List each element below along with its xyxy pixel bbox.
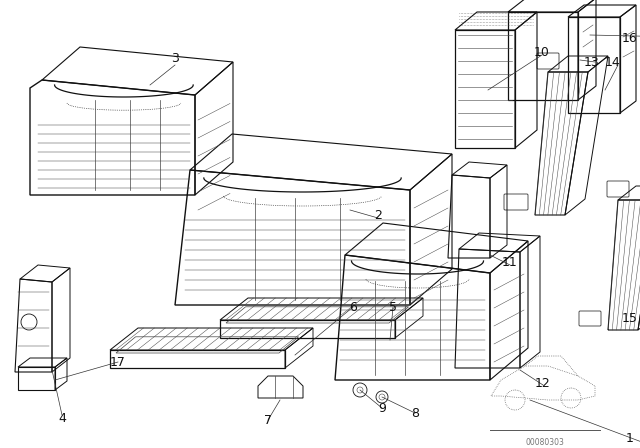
Text: 2: 2 <box>374 208 382 221</box>
Text: 16: 16 <box>622 31 638 44</box>
Text: 00080303: 00080303 <box>525 438 564 447</box>
Text: 3: 3 <box>171 52 179 65</box>
Text: 7: 7 <box>264 414 272 426</box>
Text: 11: 11 <box>502 255 518 268</box>
Text: 15: 15 <box>622 311 638 324</box>
Text: 10: 10 <box>534 46 550 59</box>
Text: 8: 8 <box>411 406 419 419</box>
Text: 1: 1 <box>626 431 634 444</box>
Text: 9: 9 <box>378 401 386 414</box>
Text: 5: 5 <box>389 301 397 314</box>
Text: 6: 6 <box>349 301 357 314</box>
Text: 12: 12 <box>535 376 551 389</box>
Text: 13: 13 <box>584 56 600 69</box>
Text: 4: 4 <box>58 412 66 425</box>
Text: 14: 14 <box>605 56 621 69</box>
Text: 17: 17 <box>110 356 126 369</box>
